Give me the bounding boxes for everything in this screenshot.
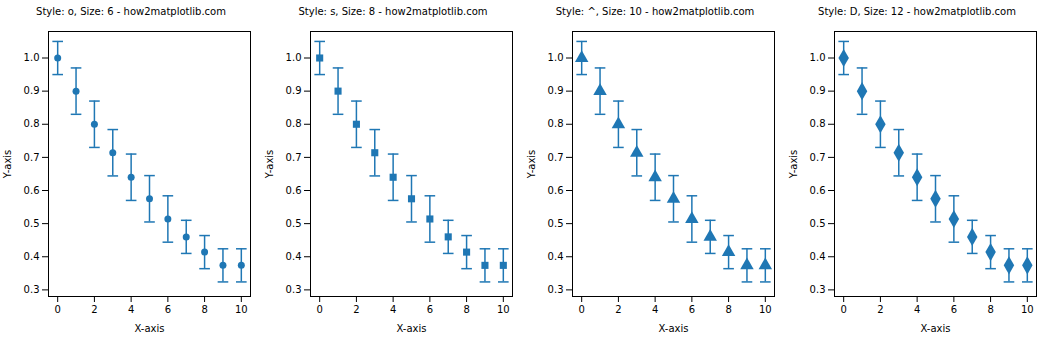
svg-text:8: 8: [725, 304, 731, 315]
html-text:Style: o, Size: 6 - how2matplo: Style: o, Size: 6 - how2matplotlib.com: [36, 6, 226, 17]
svg-text:0.6: 0.6: [548, 185, 564, 196]
svg-text:0.8: 0.8: [286, 118, 302, 129]
svg-text:Y-axis: Y-axis: [526, 150, 537, 180]
svg-text:0: 0: [54, 304, 60, 315]
svg-text:2: 2: [91, 304, 97, 315]
svg-text:4: 4: [914, 304, 920, 315]
svg-text:1.0: 1.0: [548, 52, 564, 63]
svg-text:6: 6: [427, 304, 433, 315]
svg-text:X-axis: X-axis: [135, 323, 165, 334]
svg-text:0.7: 0.7: [24, 152, 40, 163]
svg-text:2: 2: [353, 304, 359, 315]
svg-text:0.9: 0.9: [286, 85, 302, 96]
svg-text:8: 8: [201, 304, 207, 315]
svg-text:0.5: 0.5: [24, 218, 40, 229]
svg-text:0: 0: [316, 304, 322, 315]
svg-text:0.8: 0.8: [810, 118, 826, 129]
svg-text:0.8: 0.8: [24, 118, 40, 129]
svg-text:0: 0: [578, 304, 584, 315]
svg-text:0.6: 0.6: [286, 185, 302, 196]
svg-text:10: 10: [759, 304, 772, 315]
svg-text:1.0: 1.0: [24, 52, 40, 63]
svg-text:2: 2: [615, 304, 621, 315]
svg-text:0.9: 0.9: [548, 85, 564, 96]
svg-text:X-axis: X-axis: [921, 323, 951, 334]
svg-text:6: 6: [165, 304, 171, 315]
html-text:Style: D, Size: 12 - how2matpl: Style: D, Size: 12 - how2matplotlib.com: [818, 6, 1016, 17]
svg-text:1.0: 1.0: [286, 52, 302, 63]
svg-text:2: 2: [877, 304, 883, 315]
svg-text:1.0: 1.0: [810, 52, 826, 63]
svg-text:Y-axis: Y-axis: [788, 150, 799, 180]
svg-text:10: 10: [497, 304, 510, 315]
svg-text:10: 10: [235, 304, 248, 315]
svg-text:0.4: 0.4: [548, 251, 564, 262]
svg-text:8: 8: [987, 304, 993, 315]
svg-text:0.3: 0.3: [548, 284, 564, 295]
svg-text:0.5: 0.5: [548, 218, 564, 229]
svg-text:0.4: 0.4: [24, 251, 40, 262]
svg-text:0.9: 0.9: [810, 85, 826, 96]
svg-text:6: 6: [689, 304, 695, 315]
svg-text:4: 4: [128, 304, 134, 315]
svg-text:0.7: 0.7: [810, 152, 826, 163]
html-text:Style: ^, Size: 10 - how2matpl: Style: ^, Size: 10 - how2matplotlib.com: [555, 6, 755, 17]
svg-text:0.9: 0.9: [24, 85, 40, 96]
svg-text:4: 4: [390, 304, 396, 315]
svg-text:0.4: 0.4: [810, 251, 826, 262]
svg-text:10: 10: [1021, 304, 1034, 315]
svg-text:0.6: 0.6: [24, 185, 40, 196]
html-text:Style: s, Size: 8 - how2matplo: Style: s, Size: 8 - how2matplotlib.com: [298, 6, 488, 17]
svg-text:0.8: 0.8: [548, 118, 564, 129]
svg-text:X-axis: X-axis: [659, 323, 689, 334]
svg-text:Y-axis: Y-axis: [264, 150, 275, 180]
svg-text:0.7: 0.7: [548, 152, 564, 163]
svg-text:0.7: 0.7: [286, 152, 302, 163]
svg-text:0.5: 0.5: [810, 218, 826, 229]
svg-text:0.3: 0.3: [286, 284, 302, 295]
svg-text:8: 8: [463, 304, 469, 315]
svg-text:0: 0: [840, 304, 846, 315]
svg-text:0.3: 0.3: [810, 284, 826, 295]
svg-text:X-axis: X-axis: [397, 323, 427, 334]
svg-text:4: 4: [652, 304, 658, 315]
svg-text:0.6: 0.6: [810, 185, 826, 196]
svg-text:0.5: 0.5: [286, 218, 302, 229]
svg-text:Y-axis: Y-axis: [2, 150, 13, 180]
svg-text:0.4: 0.4: [286, 251, 302, 262]
svg-text:0.3: 0.3: [24, 284, 40, 295]
svg-text:6: 6: [951, 304, 957, 315]
